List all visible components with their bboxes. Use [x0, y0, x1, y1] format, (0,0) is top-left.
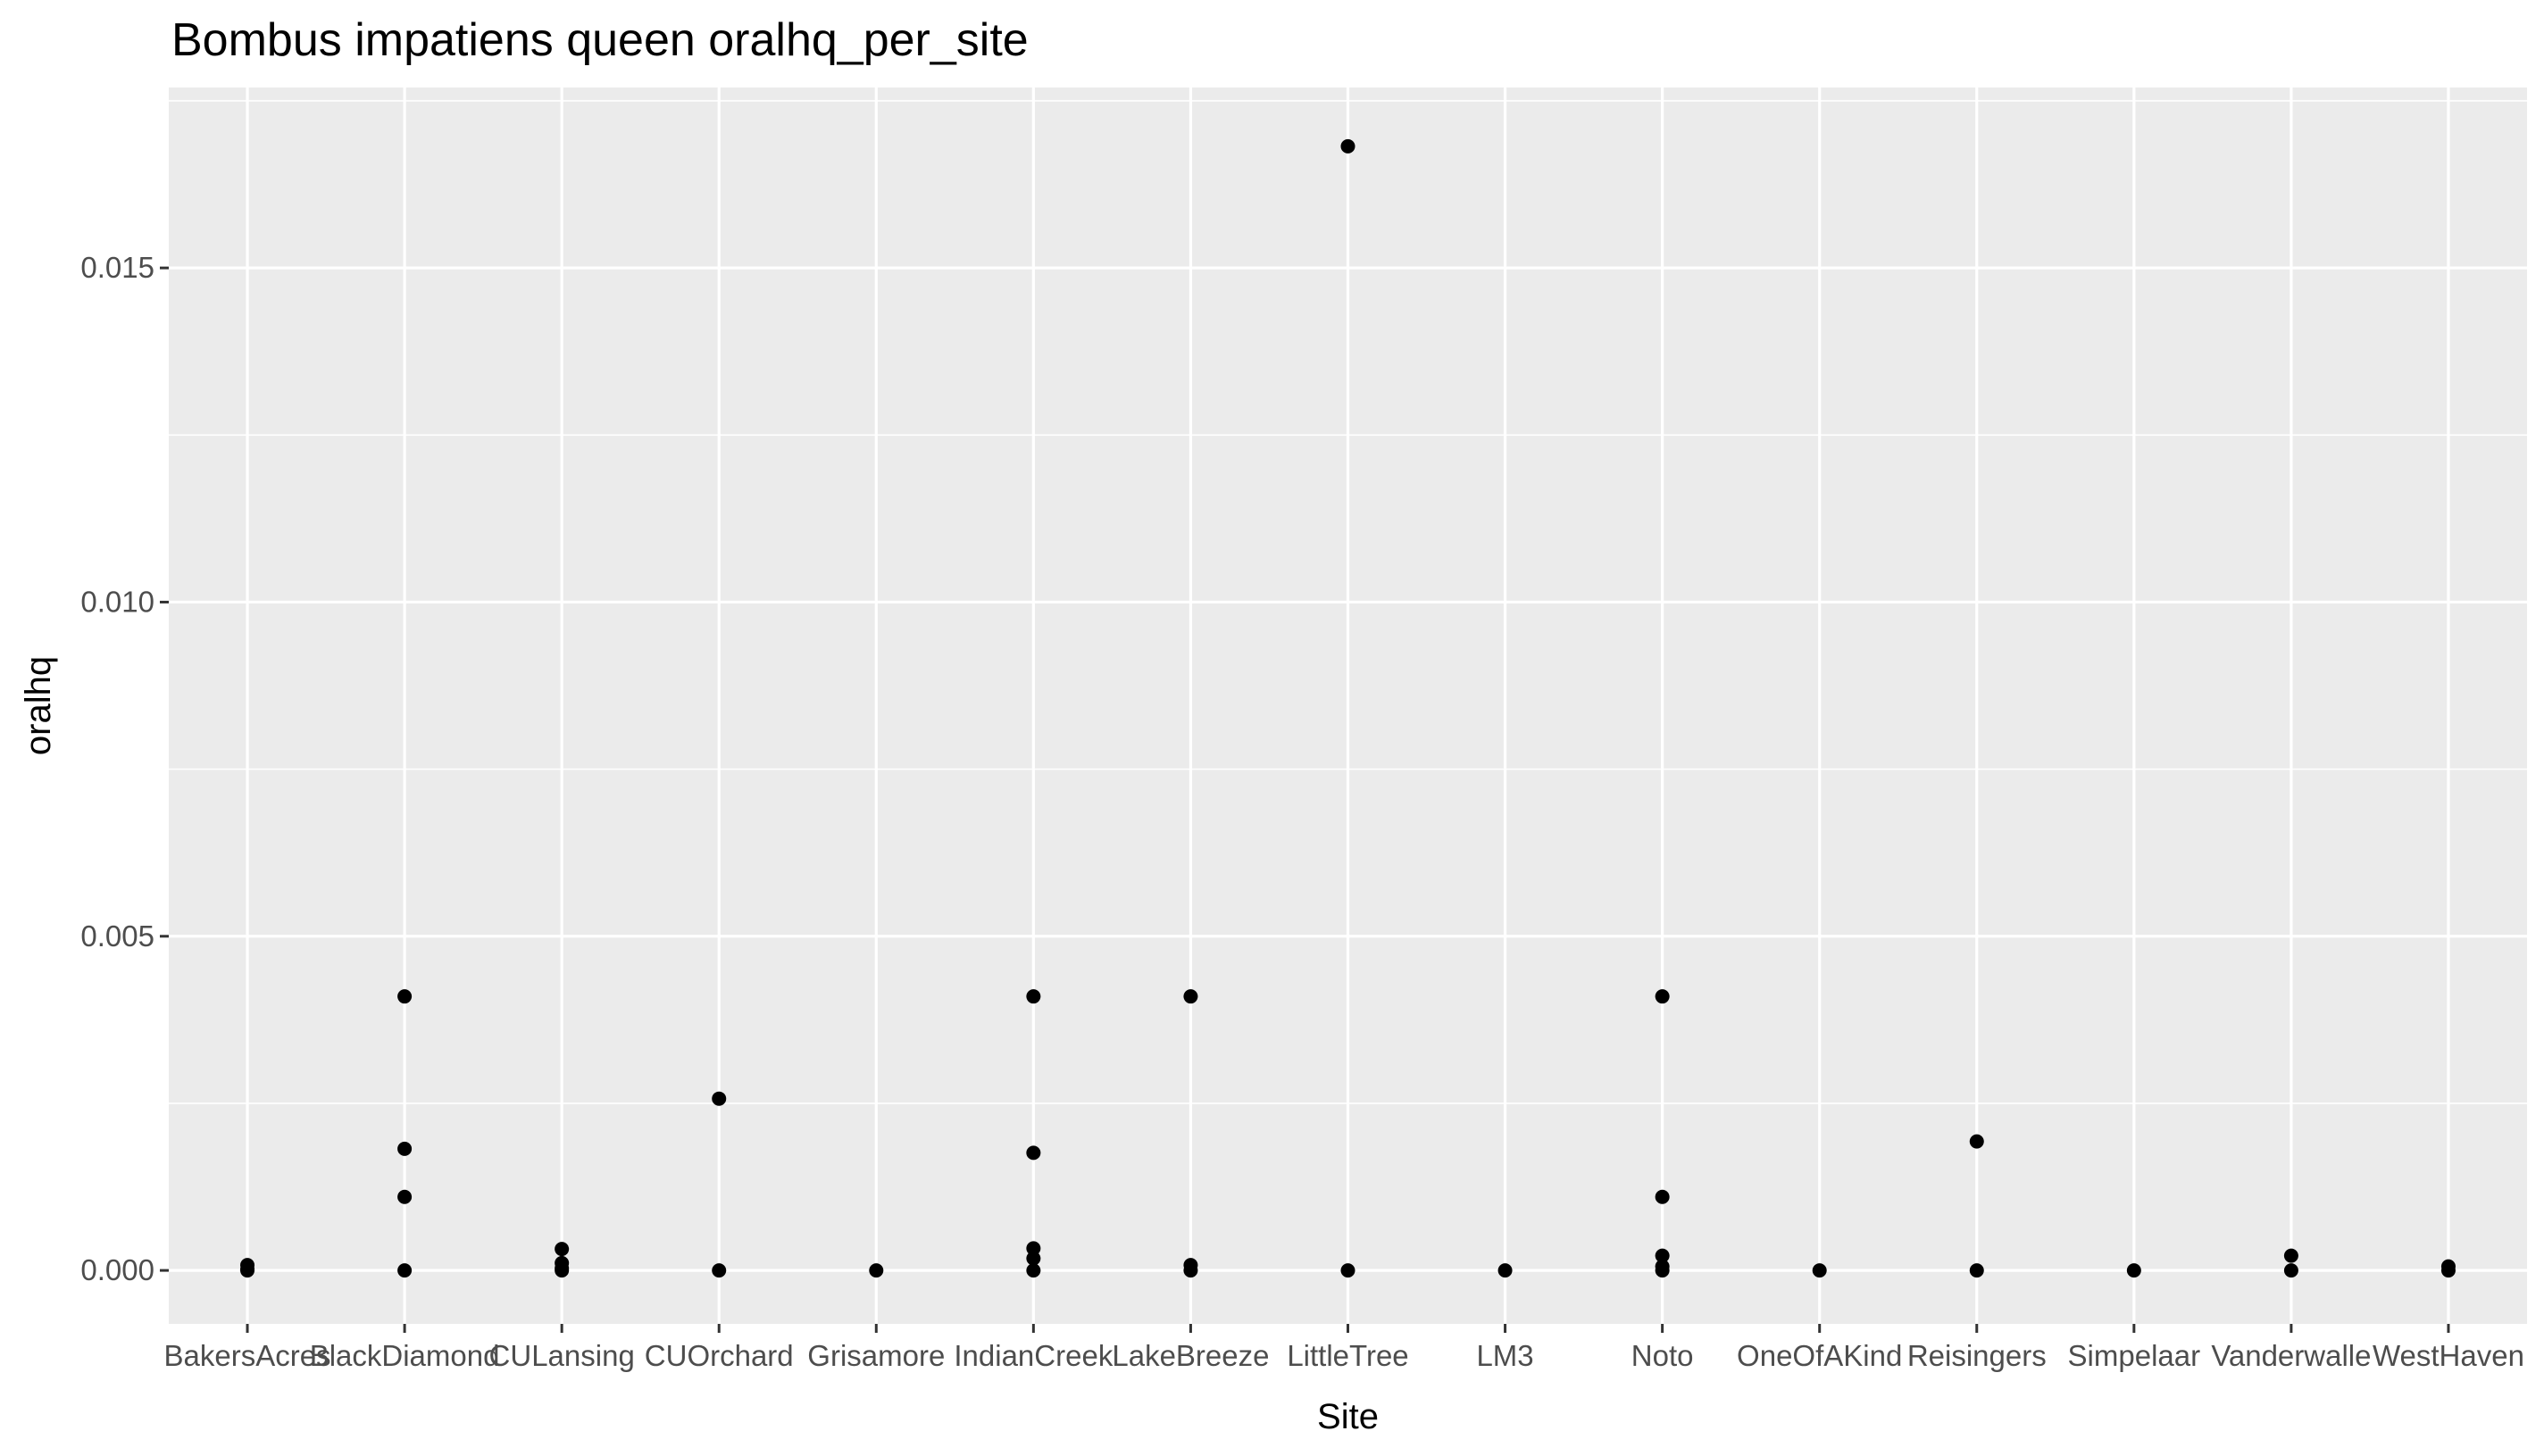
- x-tick-label: IndianCreek: [954, 1339, 1113, 1372]
- data-point: [1655, 1263, 1670, 1278]
- x-axis-title: Site: [1317, 1397, 1379, 1436]
- data-point: [1026, 1263, 1041, 1278]
- data-point: [1026, 1251, 1041, 1266]
- x-tick-label: CUOrchard: [645, 1339, 794, 1372]
- data-point: [397, 1263, 413, 1278]
- x-tick-label: LakeBreeze: [1112, 1339, 1269, 1372]
- data-point: [2283, 1248, 2298, 1263]
- data-point: [555, 1263, 570, 1278]
- y-tick-label: 0.015: [80, 251, 154, 284]
- major-gridlines: [169, 87, 2527, 1324]
- chart-title: Bombus impatiens queen oralhq_per_site: [171, 14, 1029, 66]
- data-points: [240, 138, 2456, 1278]
- data-point: [240, 1263, 255, 1278]
- data-point: [1026, 1241, 1041, 1256]
- data-point: [1183, 1263, 1198, 1278]
- x-tick-label: Reisingers: [1907, 1339, 2047, 1372]
- x-tick-label: LM3: [1476, 1339, 1533, 1372]
- y-tick-label: 0.000: [80, 1253, 154, 1286]
- data-point: [1026, 989, 1041, 1004]
- x-tick-label: LittleTree: [1287, 1339, 1408, 1372]
- data-point: [1340, 1263, 1355, 1278]
- data-point: [712, 1091, 727, 1106]
- data-point: [712, 1263, 727, 1278]
- data-point: [2283, 1263, 2298, 1278]
- data-point: [397, 989, 413, 1004]
- x-tick-label: Vanderwalle: [2211, 1339, 2371, 1372]
- data-point: [397, 1189, 413, 1204]
- data-point: [555, 1242, 570, 1257]
- x-tick-label: BlackDiamond: [310, 1339, 500, 1372]
- data-point: [2126, 1263, 2141, 1278]
- data-point: [397, 1141, 413, 1156]
- data-point: [1026, 1145, 1041, 1161]
- data-point: [1655, 1248, 1670, 1263]
- data-point: [1655, 1189, 1670, 1204]
- data-point: [1183, 989, 1198, 1004]
- y-tick-label: 0.005: [80, 919, 154, 953]
- x-tick-label: WestHaven: [2373, 1339, 2524, 1372]
- x-tick-label: CULansing: [489, 1339, 635, 1372]
- y-axis: 0.000 0.005 0.010 0.015: [80, 251, 169, 1286]
- data-point: [1969, 1263, 1984, 1278]
- data-point: [2440, 1263, 2456, 1278]
- data-point: [869, 1263, 884, 1278]
- x-tick-label: OneOfAKind: [1737, 1339, 1902, 1372]
- x-tick-label: Grisamore: [807, 1339, 945, 1372]
- y-tick-label: 0.010: [80, 585, 154, 618]
- data-point: [1497, 1263, 1513, 1278]
- data-point: [1340, 138, 1355, 154]
- x-tick-label: BakersAcres: [164, 1339, 331, 1372]
- data-point: [1812, 1263, 1827, 1278]
- y-axis-title: oralhq: [19, 656, 58, 755]
- x-tick-label: Noto: [1631, 1339, 1694, 1372]
- data-point: [1969, 1134, 1984, 1149]
- data-point: [1655, 989, 1670, 1004]
- x-tick-label: Simpelaar: [2068, 1339, 2201, 1372]
